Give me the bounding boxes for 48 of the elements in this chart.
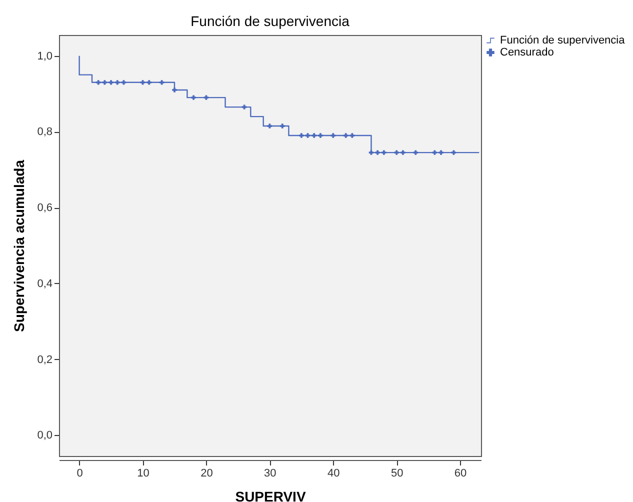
y-tick-label: 0,2 <box>37 354 52 366</box>
x-tick-label: 30 <box>264 468 276 480</box>
point <box>299 133 304 138</box>
point <box>102 80 108 85</box>
point <box>108 80 114 85</box>
point <box>96 80 101 85</box>
point <box>191 95 196 100</box>
y-tick-label: 0,6 <box>37 202 52 214</box>
x-tick-label: 10 <box>137 468 150 480</box>
point <box>121 80 126 85</box>
chart-title: Función de supervivencia <box>190 13 350 29</box>
point <box>368 150 374 155</box>
point <box>432 150 438 155</box>
point <box>280 124 285 128</box>
point <box>312 133 316 138</box>
point <box>172 88 177 92</box>
point <box>159 80 164 85</box>
x-tick-label: 20 <box>200 468 213 480</box>
point <box>140 80 146 85</box>
point <box>330 133 336 138</box>
point <box>451 150 456 155</box>
x-tick-label: 0 <box>76 468 83 480</box>
point <box>242 104 247 110</box>
point <box>267 124 272 128</box>
x-tick-label: 60 <box>454 468 467 480</box>
x-tick-label: 50 <box>390 468 404 480</box>
point <box>382 150 386 155</box>
legend-label: Función de supervivencia <box>500 34 626 46</box>
point <box>413 150 418 155</box>
point <box>318 133 323 138</box>
point <box>400 150 406 155</box>
point <box>394 150 399 155</box>
x-tick-label: 40 <box>328 468 340 480</box>
point <box>204 95 209 100</box>
y-tick-label: 1,0 <box>37 50 52 62</box>
x-axis-title: SUPERVIV <box>235 488 306 502</box>
y-tick-label: 0,8 <box>37 126 52 138</box>
y-tick-label: 0,4 <box>37 278 52 290</box>
point <box>375 150 380 155</box>
point <box>438 150 444 155</box>
point <box>343 133 348 138</box>
legend-label: Censurado <box>500 46 554 58</box>
point <box>305 133 310 138</box>
y-axis-title: Supervivencia acumulada <box>11 160 28 332</box>
point <box>146 80 152 85</box>
point <box>350 133 355 138</box>
point <box>115 80 120 85</box>
y-tick-label: 0,0 <box>37 430 52 442</box>
